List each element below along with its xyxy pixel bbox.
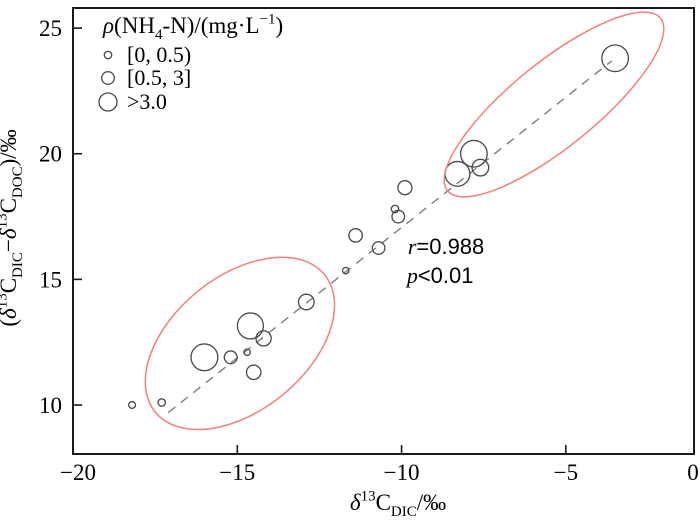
x-tick-label: −20 — [60, 460, 96, 485]
trend-line — [167, 60, 613, 414]
y-tick-label: 25 — [39, 16, 62, 41]
data-point-small — [341, 266, 350, 275]
data-point-large — [459, 139, 488, 168]
data-point-medium — [371, 241, 386, 255]
r-stat-annotation: r=0.988 — [408, 234, 484, 259]
data-point-medium — [245, 364, 262, 381]
legend-circle-icon-medium — [101, 71, 115, 85]
data-point-medium — [255, 330, 272, 347]
x-tick-label: 0 — [687, 460, 699, 485]
x-axis: −20 −15 −10 −5 0 — [60, 445, 699, 485]
cluster-ellipse-lower-left — [144, 256, 336, 431]
y-tick-label: 10 — [39, 393, 62, 418]
data-point-medium — [223, 350, 238, 365]
data-point-small — [128, 400, 137, 410]
x-tick-label: −5 — [554, 460, 578, 485]
x-axis-title: δ13CDIC/‰ — [350, 488, 446, 520]
data-point-small — [157, 398, 167, 407]
data-point-large — [601, 44, 630, 73]
data-point-medium — [297, 293, 315, 311]
data-point-small — [243, 348, 251, 357]
x-tick-label: −15 — [219, 460, 255, 485]
legend-circle-icon-large — [98, 92, 118, 112]
legend-item-label: >3.0 — [127, 89, 167, 114]
data-point-large — [190, 343, 219, 372]
p-stat-annotation: p<0.01 — [405, 263, 474, 288]
cluster-ellipse-upper-right — [443, 11, 665, 198]
legend: ρ(NH4-N)/(mg·L−1)[0, 0.5)[0.5, 3]>3.0 — [98, 11, 283, 114]
y-tick-label: 20 — [39, 142, 62, 167]
data-points — [128, 44, 630, 410]
legend-item-label: [0, 0.5) — [127, 42, 191, 67]
data-point-small — [390, 204, 400, 214]
x-tick-label: −10 — [384, 460, 420, 485]
data-point-medium — [471, 158, 490, 177]
legend-item-label: [0.5, 3] — [127, 65, 191, 90]
data-point-medium — [391, 209, 406, 224]
data-point-medium — [397, 180, 413, 196]
data-point-medium — [348, 228, 363, 243]
plot-frame — [72, 7, 695, 455]
legend-title: ρ(NH4-N)/(mg·L−1) — [102, 11, 283, 43]
y-tick-label: 15 — [39, 267, 62, 292]
y-axis-title: (δ13CDIC−δ13CDOC)/‰ — [0, 129, 26, 326]
legend-circle-icon-small — [103, 50, 113, 60]
data-point-large — [236, 312, 265, 340]
y-axis: 10 15 20 25 — [39, 16, 82, 418]
